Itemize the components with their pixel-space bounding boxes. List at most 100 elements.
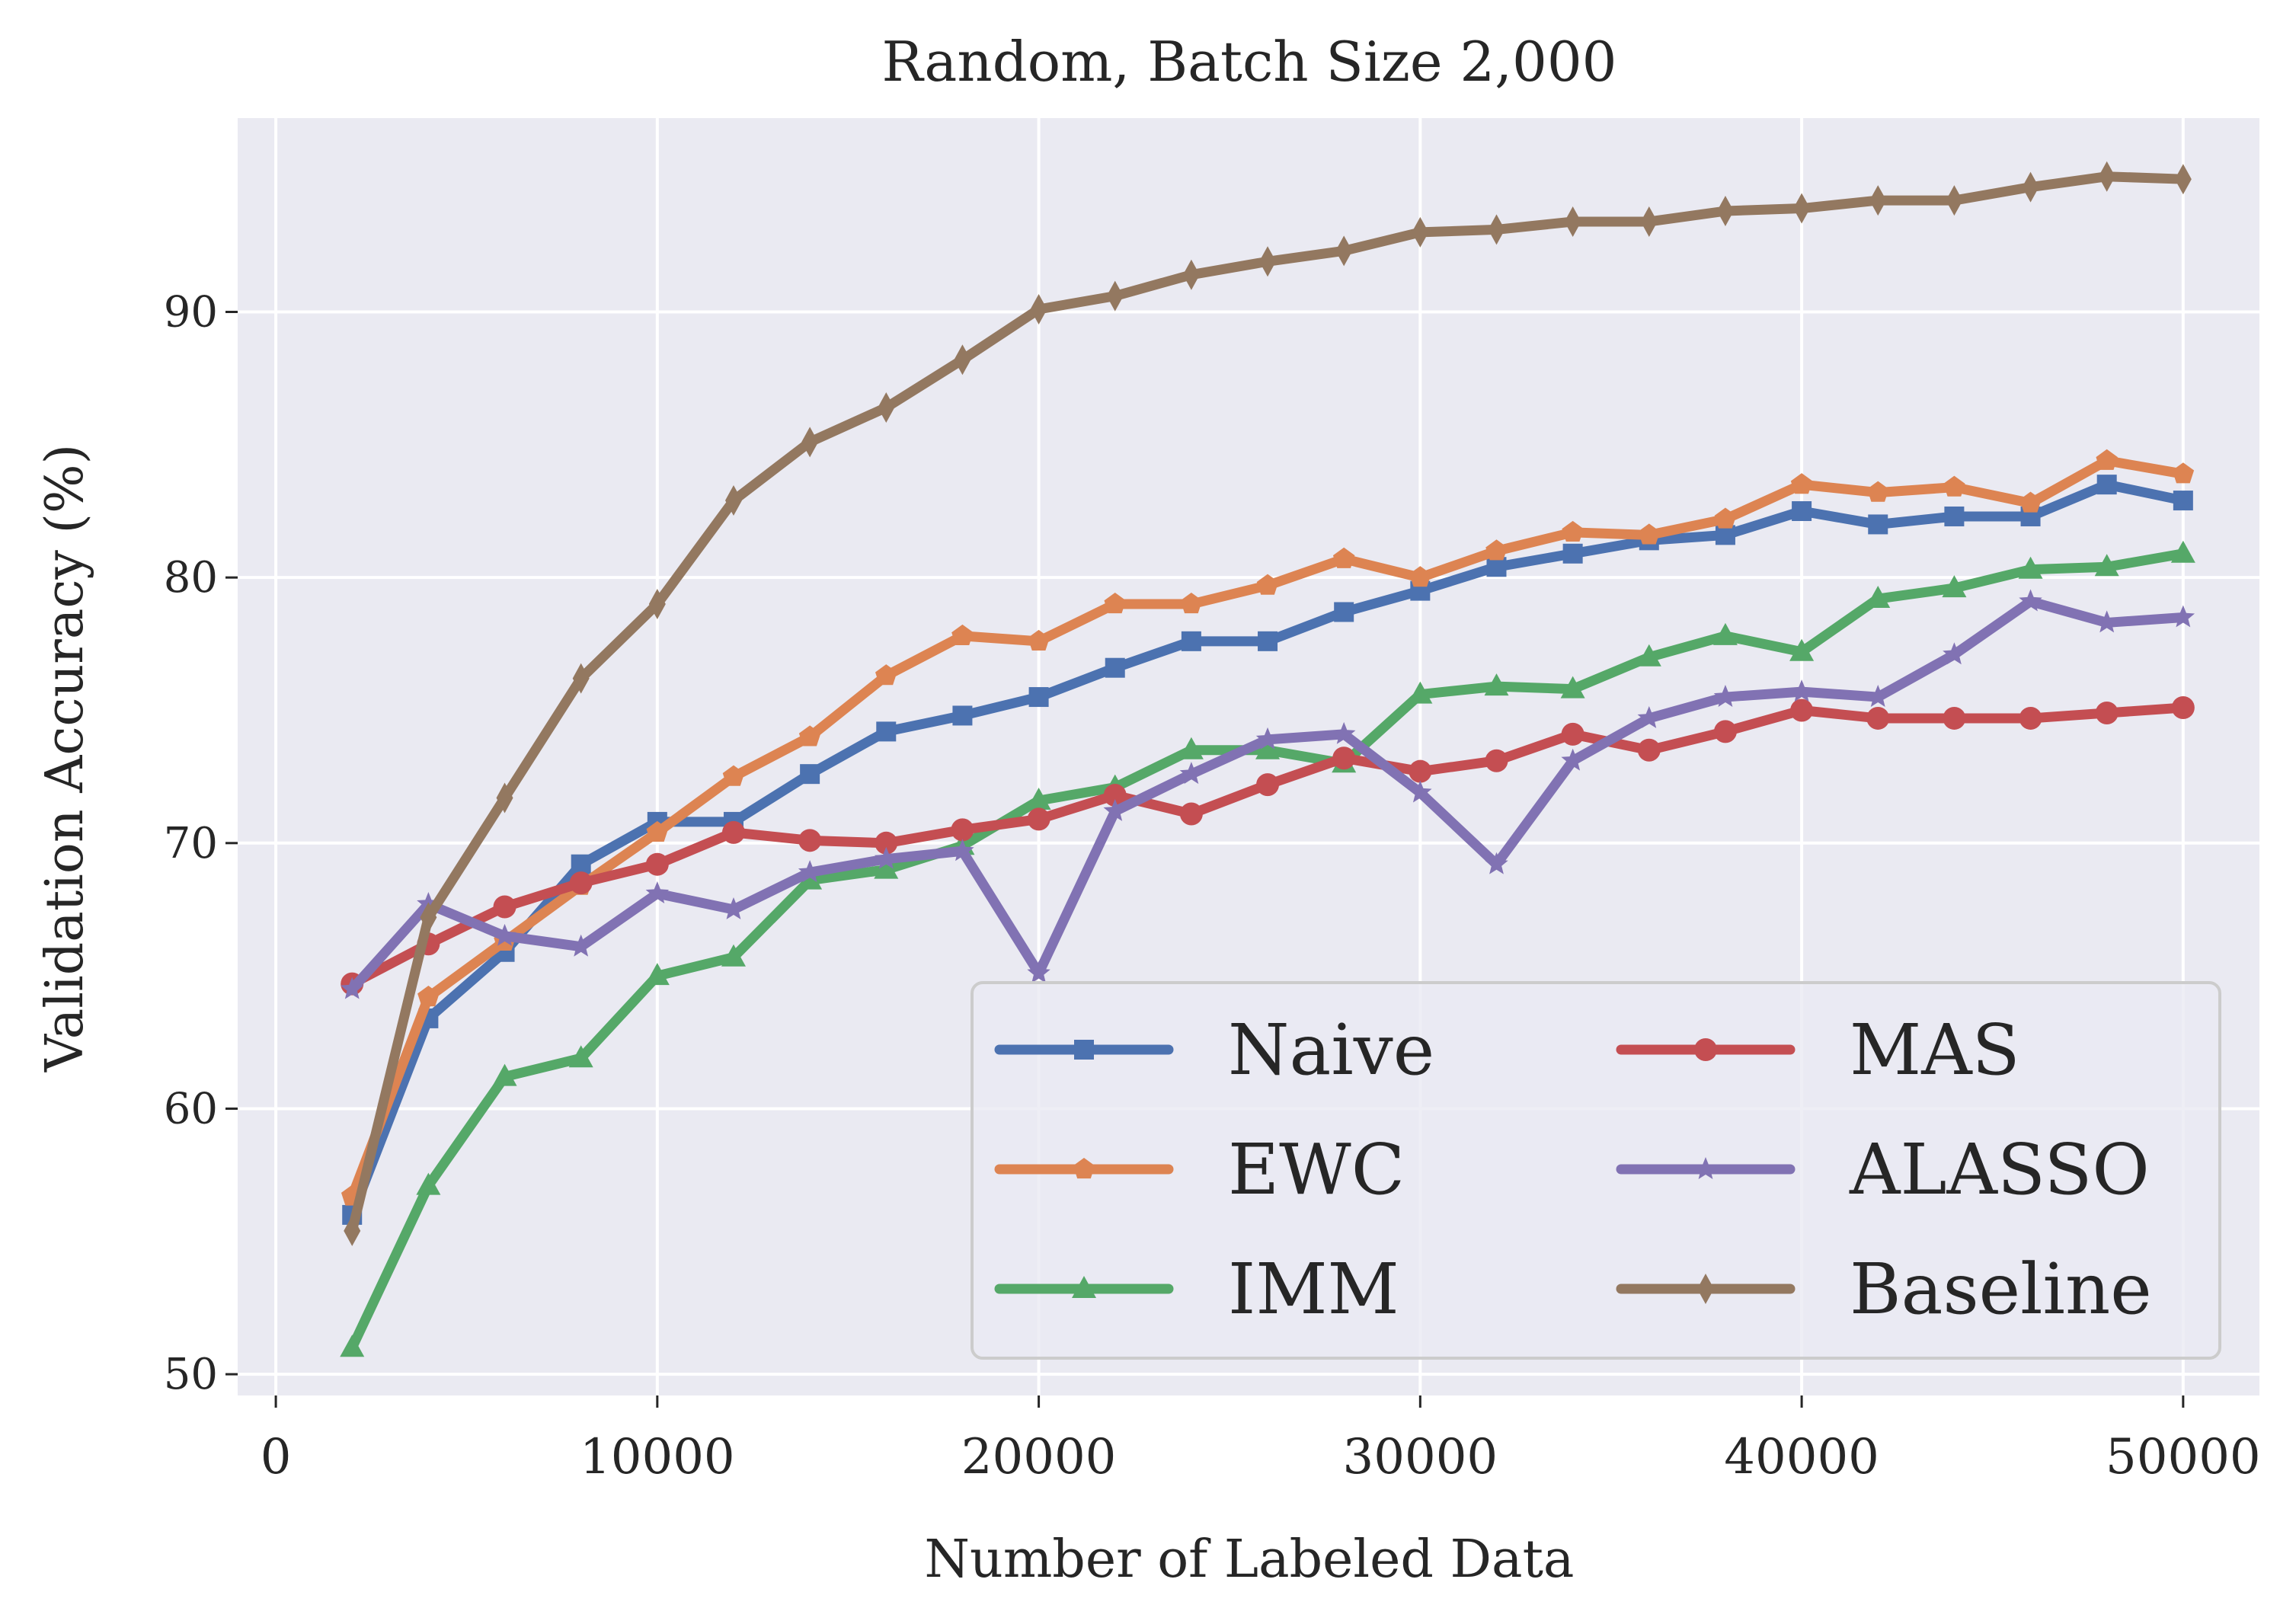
legend-label-imm: IMM — [1228, 1248, 1399, 1330]
data-point-imm — [1255, 737, 1281, 759]
data-point-baseline — [1793, 193, 1811, 224]
data-point-ewc — [1256, 574, 1279, 595]
data-point-baseline — [1488, 214, 1505, 245]
data-point-mas — [1332, 746, 1356, 770]
data-point-imm — [874, 856, 899, 879]
data-point-alasso — [645, 881, 670, 903]
data-point-mas — [1561, 722, 1584, 746]
data-point-ewc — [1866, 481, 1889, 502]
data-point-alasso — [721, 897, 746, 919]
data-point-imm — [1942, 575, 1967, 598]
data-point-naive — [2173, 491, 2193, 511]
data-point-ewc — [951, 624, 974, 646]
data-point-mas — [493, 895, 516, 919]
data-point-alasso — [1103, 798, 1127, 821]
y-axis-label: Validation Accuracy (%) — [35, 444, 95, 1073]
data-point-baseline — [1030, 294, 1047, 325]
data-point-imm — [1408, 681, 1433, 704]
data-point-alasso — [1409, 780, 1432, 803]
data-point-imm — [2018, 556, 2043, 579]
data-point-alasso — [341, 977, 364, 999]
data-point-alasso — [1332, 721, 1356, 744]
x-tick-label: 0 — [261, 1429, 292, 1485]
x-tick-label: 30000 — [1343, 1429, 1498, 1485]
data-point-mas — [1866, 706, 1890, 730]
data-point-mas — [875, 831, 898, 855]
data-point-naive — [2096, 475, 2117, 495]
data-point-naive — [952, 705, 973, 726]
chart-title: Random, Batch Size 2,000 — [882, 30, 1617, 94]
data-point-naive — [1562, 543, 1583, 564]
data-point-ewc — [1028, 629, 1050, 651]
data-point-baseline — [1412, 216, 1429, 248]
data-point-baseline — [1869, 185, 1887, 216]
data-point-imm — [2170, 540, 2195, 563]
legend-label-alasso: ALASSO — [1849, 1129, 2150, 1210]
data-point-imm — [798, 867, 823, 890]
legend-item-mas: MAS — [1616, 1009, 2020, 1091]
data-point-mas — [1713, 720, 1737, 743]
data-point-alasso — [1561, 748, 1584, 771]
data-point-baseline — [1640, 206, 1658, 237]
data-point-imm — [721, 944, 746, 967]
data-point-imm — [1178, 737, 1204, 759]
data-point-imm — [416, 1172, 441, 1195]
y-tick-label: 50 — [164, 1350, 218, 1399]
data-point-alasso — [2019, 589, 2042, 612]
data-point-naive — [1334, 602, 1354, 622]
data-point-baseline — [1335, 235, 1353, 267]
data-point-naive — [1258, 631, 1278, 651]
legend-label-baseline: Baseline — [1850, 1248, 2152, 1330]
data-point-baseline — [878, 392, 895, 424]
data-point-imm — [1789, 638, 1815, 661]
data-point-baseline — [2022, 171, 2039, 203]
data-point-mas — [569, 871, 593, 895]
data-point-baseline — [1564, 206, 1581, 237]
data-point-mas — [1027, 807, 1050, 831]
data-point-ewc — [1332, 547, 1355, 568]
data-point-naive — [800, 764, 820, 785]
data-point-alasso — [875, 846, 898, 869]
data-point-mas — [1179, 802, 1203, 826]
data-point-baseline — [954, 344, 971, 376]
data-point-mas — [2095, 701, 2119, 724]
data-point-ewc — [417, 986, 440, 1007]
data-point-ewc — [646, 820, 669, 842]
data-point-ewc — [722, 765, 745, 786]
data-point-ewc — [1714, 507, 1737, 529]
data-point-baseline — [344, 1215, 361, 1246]
data-point-ewc — [1485, 539, 1508, 561]
data-point-imm — [568, 1045, 593, 1068]
legend-label-ewc: EWC — [1228, 1129, 1405, 1210]
data-point-mas — [1103, 784, 1127, 807]
data-point-alasso — [798, 860, 822, 883]
legend-marker-ewc — [1073, 1158, 1095, 1179]
data-point-ewc — [2172, 462, 2195, 484]
data-point-baseline — [648, 589, 666, 620]
data-point-mas — [721, 820, 745, 844]
data-point-mas — [1485, 749, 1508, 772]
data-point-baseline — [1259, 246, 1277, 277]
data-point-baseline — [572, 663, 590, 694]
data-point-alasso — [1179, 762, 1204, 785]
data-point-ewc — [1562, 520, 1584, 542]
y-tick-label: 90 — [164, 288, 218, 337]
data-point-imm — [2094, 554, 2119, 577]
data-point-imm — [1712, 622, 1738, 645]
grid — [238, 118, 2259, 1395]
y-tick-label: 60 — [164, 1084, 218, 1133]
legend-frame — [971, 981, 2221, 1360]
legend-label-mas: MAS — [1850, 1009, 2020, 1091]
legend-item-ewc: EWC — [994, 1129, 1405, 1210]
data-point-baseline — [1946, 185, 1963, 216]
data-point-ewc — [1409, 566, 1431, 587]
data-point-mas — [1943, 706, 1966, 730]
data-point-mas — [1256, 773, 1280, 797]
legend-item-imm: IMM — [994, 1248, 1399, 1330]
data-point-baseline — [1182, 259, 1200, 290]
legend-item-baseline: Baseline — [1616, 1248, 2152, 1330]
y-tick-label: 80 — [164, 553, 218, 603]
data-point-imm — [340, 1335, 365, 1357]
data-point-ewc — [2019, 491, 2042, 513]
data-point-alasso — [1866, 685, 1890, 707]
